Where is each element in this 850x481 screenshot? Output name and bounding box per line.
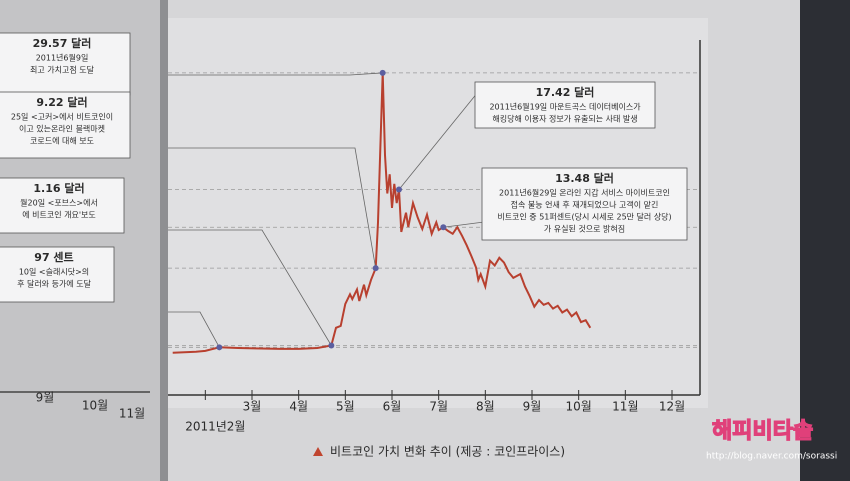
connector (168, 72, 383, 76)
annotation-box (0, 91, 131, 159)
annotation-box (0, 177, 125, 234)
annotation-value: 97 센트 (34, 250, 73, 264)
caption: 비트코인 가치 변화 추이 (제공 : 코인프라이스) (330, 445, 565, 459)
annotation-box (0, 32, 131, 96)
x-tick-label: 12월 (659, 400, 685, 414)
annotation-text: 후 달러와 등가에 도달 (17, 279, 92, 289)
watermark-title: 해피비타솔 (712, 419, 813, 444)
x-tick-label: 8월 (476, 400, 495, 414)
caption-marker (313, 447, 323, 456)
connector (168, 147, 377, 269)
x-tick-label: 9월 (523, 400, 542, 414)
annotation-marker (328, 342, 335, 349)
connector (398, 91, 479, 190)
annotation-text: 2011년6월9일 (36, 53, 89, 63)
annotation-text: 2011년6월19일 마운트곡스 데이터베이스가 (489, 102, 641, 112)
book-edge (800, 0, 850, 481)
annotation-marker (379, 69, 386, 76)
annotation-value: 9.22 달러 (36, 95, 87, 109)
annotation-text: 가 유실된 것으로 밝혀짐 (544, 224, 625, 234)
annotation-value: 29.57 달러 (33, 36, 92, 50)
gutter (160, 0, 168, 481)
annotation-value: 13.48 달러 (555, 171, 614, 185)
x-tick-label: 3월 (243, 400, 262, 414)
annotation-marker (372, 265, 379, 272)
left-axis-label: 10월 (82, 399, 108, 413)
annotation-text: 최고 가치고점 도달 (30, 65, 95, 75)
x-tick-label: 11월 (612, 400, 638, 414)
annotation-box (474, 81, 656, 129)
annotation-text: 이고 있는온라인 블랙마켓 (19, 124, 105, 134)
x-tick-label: 6월 (383, 400, 402, 414)
x-tick-label: 5월 (336, 400, 355, 414)
annotation-text: 접속 불능 언새 후 재개되었으나 고객이 맡긴 (511, 200, 659, 210)
annotation-value: 17.42 달러 (536, 85, 595, 99)
annotation-text: 10일 <슬래시닷>의 (19, 267, 89, 277)
annotation-marker (216, 344, 223, 351)
x-tick-label: 2011년2월 (185, 420, 245, 434)
x-tick-label: 7월 (429, 400, 448, 414)
annotation-text: 2011년6월29일 온라인 지갑 서비스 마이비트코인 (499, 188, 670, 198)
connector (168, 311, 220, 348)
annotation-text: 해킹당해 이용자 정보가 유출되는 사태 발생 (492, 114, 637, 124)
annotation-text: 월20일 <포브스>에서 (20, 198, 98, 208)
annotation-box (481, 167, 688, 241)
x-tick-label: 4월 (289, 400, 308, 414)
annotation-text: 코로드에 대해 보도 (30, 136, 94, 146)
annotation-text: 비트코인 중 51퍼센트(당시 시세로 25만 달러 상당) (497, 212, 671, 222)
annotation-marker (396, 186, 402, 193)
annotation-text: 에 비트코인 개요'보도 (22, 210, 96, 220)
watermark-url: http://blog.naver.com/sorassi (706, 452, 837, 462)
annotation-marker (440, 224, 447, 231)
price-line (172, 72, 592, 354)
left-axis-label: 11월 (119, 407, 145, 421)
connector (443, 221, 485, 228)
annotation-box (0, 246, 115, 303)
annotation-value: 1.16 달러 (33, 181, 84, 195)
left-axis-label: 9월 (36, 391, 55, 405)
annotation-text: 25일 <고커>에서 비트코인이 (11, 112, 113, 122)
x-tick-label: 10월 (566, 400, 592, 414)
connector (168, 229, 332, 346)
